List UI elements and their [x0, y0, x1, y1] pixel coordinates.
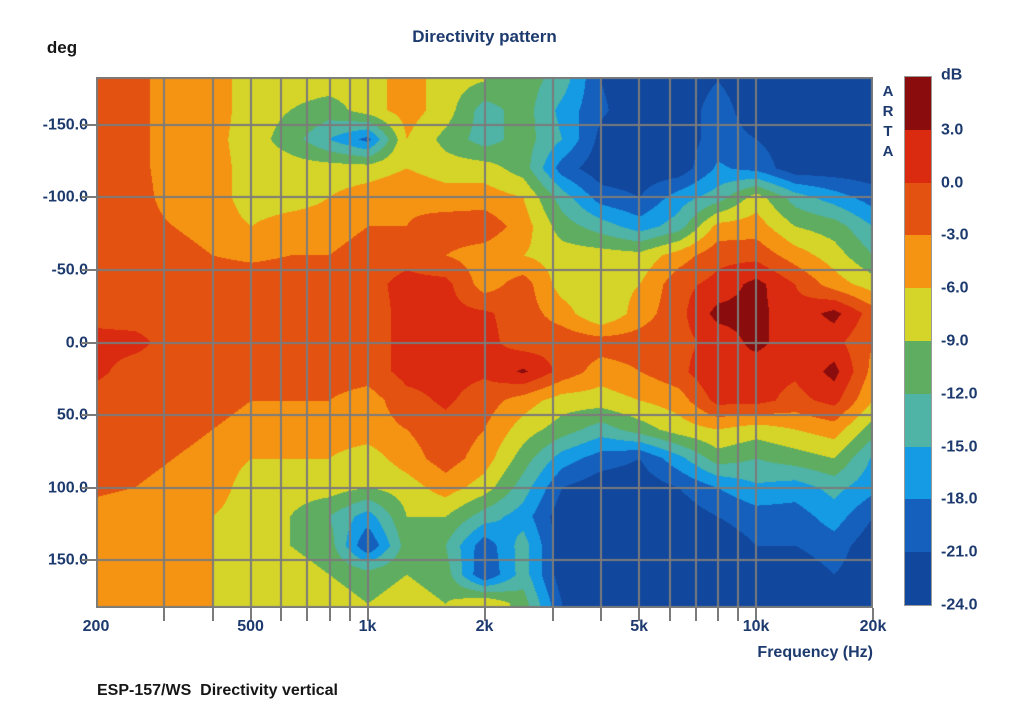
x-tick-label: 200: [82, 618, 110, 635]
colorbar-scale-label: -21.0: [941, 543, 978, 561]
x-tick-mark: [694, 608, 697, 621]
chart-caption: ESP-157/WS Directivity vertical: [97, 682, 338, 699]
y-tick-label: -150.0: [42, 116, 88, 134]
colorbar-scale-label: -18.0: [941, 490, 978, 508]
y-tick-label: 150.0: [47, 551, 88, 569]
x-tick-mark: [328, 608, 331, 621]
y-tick-label: 100.0: [47, 479, 88, 497]
colorbar-unit-label: dB: [941, 66, 963, 84]
x-tick-mark: [872, 608, 874, 621]
x-tick-mark: [211, 608, 214, 621]
x-tick-mark: [551, 608, 554, 621]
colorbar-scale-label: 0.0: [941, 174, 964, 192]
x-tick-mark: [306, 608, 309, 621]
y-axis-unit-label: deg: [46, 38, 78, 57]
colorbar-scale-label: -6.0: [941, 279, 969, 297]
x-tick-mark: [483, 608, 486, 621]
x-tick-label: 10k: [742, 618, 770, 635]
colorbar-band: [905, 552, 931, 605]
x-tick-label: 500: [237, 618, 264, 635]
arta-watermark: A R T A: [882, 83, 894, 160]
colorbar-band: [905, 129, 931, 183]
colorbar-band: [905, 499, 931, 553]
colorbar-band: [905, 182, 931, 236]
y-tick-mark: [81, 559, 96, 562]
x-tick-mark: [668, 608, 671, 621]
y-tick-label: -50.0: [51, 261, 88, 279]
x-tick-label: 2k: [475, 618, 494, 635]
colorbar-band: [905, 393, 931, 447]
y-tick-mark: [81, 196, 96, 199]
x-tick-mark: [280, 608, 283, 621]
y-tick-mark: [81, 268, 96, 271]
colorbar-scale-label: -15.0: [941, 438, 978, 456]
y-tick-mark: [81, 123, 96, 126]
colorbar-scale-label: -9.0: [941, 332, 969, 350]
x-tick-mark: [717, 608, 720, 621]
colorbar-scale-label: -24.0: [941, 596, 978, 614]
directivity-heatmap: [96, 77, 873, 608]
chart-title: Directivity pattern: [412, 27, 557, 46]
colorbar-band: [905, 446, 931, 500]
y-tick-mark: [81, 486, 96, 489]
x-tick-mark: [163, 608, 166, 621]
colorbar-scale-label: -3.0: [941, 226, 969, 244]
x-tick-label: 5k: [630, 618, 648, 635]
colorbar-scale-label: -12.0: [941, 385, 978, 403]
y-tick-mark: [81, 414, 96, 417]
y-tick-label: -100.0: [42, 188, 88, 206]
y-tick-label: 50.0: [56, 406, 88, 424]
x-tick-mark: [249, 608, 252, 621]
colorbar-band: [905, 77, 931, 130]
x-tick-label: 20k: [859, 618, 887, 635]
x-tick-mark: [755, 608, 758, 621]
colorbar-scale-label: 3.0: [941, 121, 964, 139]
x-tick-mark: [348, 608, 351, 621]
colorbar-band: [905, 235, 931, 289]
y-tick-label: 0.0: [65, 334, 88, 351]
x-axis-title: Frequency (Hz): [757, 644, 873, 661]
x-tick-mark: [600, 608, 603, 621]
colorbar-band: [905, 288, 931, 341]
x-tick-label: 1k: [358, 618, 377, 635]
y-tick-mark: [81, 341, 96, 344]
x-tick-mark: [737, 608, 740, 621]
x-tick-mark: [638, 608, 641, 621]
colorbar: [904, 76, 932, 606]
x-tick-mark: [366, 608, 369, 621]
colorbar-band: [905, 340, 931, 394]
